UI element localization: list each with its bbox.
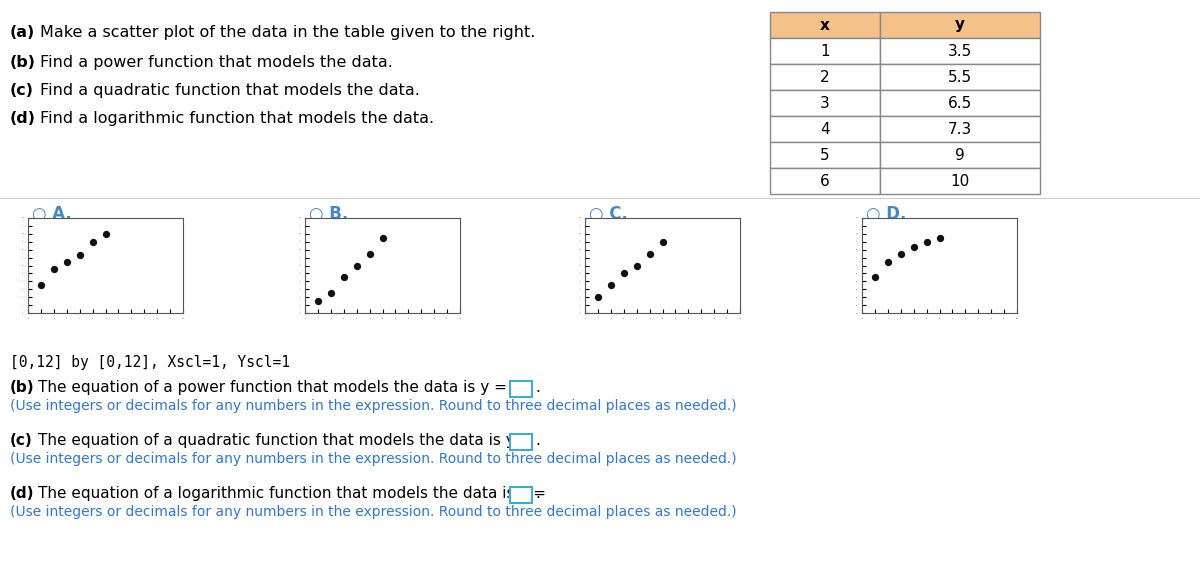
- Bar: [880, 116, 1040, 142]
- Text: The equation of a logarithmic function that models the data is y =: The equation of a logarithmic function t…: [38, 486, 546, 501]
- Text: Find a quadratic function that models the data.: Find a quadratic function that models th…: [40, 83, 420, 98]
- Bar: [770, 38, 880, 64]
- Point: [58, 257, 77, 266]
- Point: [653, 237, 672, 247]
- Point: [31, 281, 50, 290]
- Point: [865, 273, 884, 282]
- Text: ○ B.: ○ B.: [310, 205, 348, 223]
- Text: The equation of a power function that models the data is y =: The equation of a power function that mo…: [38, 380, 506, 395]
- Text: 9: 9: [955, 148, 965, 162]
- Text: 5: 5: [820, 148, 830, 162]
- Point: [892, 249, 911, 258]
- Text: .: .: [535, 380, 540, 395]
- Text: (Use integers or decimals for any numbers in the expression. Round to three deci: (Use integers or decimals for any number…: [10, 505, 737, 519]
- Point: [308, 296, 328, 305]
- Bar: [880, 142, 1040, 168]
- Point: [917, 237, 936, 247]
- Bar: [770, 168, 880, 194]
- Text: (a): (a): [10, 25, 35, 40]
- Bar: [510, 381, 532, 397]
- Point: [588, 293, 607, 302]
- Point: [904, 243, 923, 252]
- Text: 1: 1: [820, 43, 830, 58]
- Bar: [880, 168, 1040, 194]
- Bar: [880, 64, 1040, 90]
- Text: Find a power function that models the data.: Find a power function that models the da…: [40, 55, 392, 70]
- Point: [96, 229, 115, 239]
- Text: y: y: [955, 18, 965, 33]
- Point: [614, 269, 634, 278]
- Text: The equation of a quadratic function that models the data is y =: The equation of a quadratic function tha…: [38, 433, 533, 448]
- Text: 3.5: 3.5: [948, 43, 972, 58]
- Point: [878, 257, 898, 266]
- Text: (b): (b): [10, 380, 35, 395]
- Text: 5.5: 5.5: [948, 70, 972, 85]
- Text: [0,12] by [0,12], Xscl=1, Yscl=1: [0,12] by [0,12], Xscl=1, Yscl=1: [10, 355, 290, 370]
- Text: 6: 6: [820, 173, 830, 189]
- Bar: [880, 90, 1040, 116]
- Text: (d): (d): [10, 111, 36, 126]
- Bar: [510, 434, 532, 450]
- Point: [347, 261, 366, 270]
- Point: [640, 249, 659, 258]
- Point: [601, 281, 620, 290]
- Text: 6.5: 6.5: [948, 96, 972, 110]
- Point: [322, 289, 341, 298]
- Text: .: .: [535, 433, 540, 448]
- Bar: [770, 142, 880, 168]
- Point: [930, 233, 949, 243]
- Text: (Use integers or decimals for any numbers in the expression. Round to three deci: (Use integers or decimals for any number…: [10, 452, 737, 466]
- Bar: [770, 12, 880, 38]
- Bar: [510, 487, 532, 503]
- Point: [334, 273, 353, 282]
- Text: 10: 10: [950, 173, 970, 189]
- Point: [628, 261, 647, 270]
- Bar: [770, 116, 880, 142]
- Text: 4: 4: [820, 121, 830, 137]
- Text: (d): (d): [10, 486, 35, 501]
- Point: [44, 265, 64, 274]
- Point: [373, 233, 392, 243]
- Point: [360, 249, 379, 258]
- Text: x: x: [820, 18, 830, 33]
- Text: Find a logarithmic function that models the data.: Find a logarithmic function that models …: [40, 111, 434, 126]
- Text: Make a scatter plot of the data in the table given to the right.: Make a scatter plot of the data in the t…: [40, 25, 535, 40]
- Bar: [770, 90, 880, 116]
- Point: [83, 237, 102, 247]
- Text: (c): (c): [10, 83, 34, 98]
- Text: ○ D.: ○ D.: [866, 205, 906, 223]
- Text: ○ C.: ○ C.: [589, 205, 628, 223]
- Text: .: .: [535, 486, 540, 501]
- Text: 7.3: 7.3: [948, 121, 972, 137]
- Text: (Use integers or decimals for any numbers in the expression. Round to three deci: (Use integers or decimals for any number…: [10, 399, 737, 413]
- Bar: [770, 64, 880, 90]
- Text: ○ A.: ○ A.: [32, 205, 72, 223]
- Bar: [880, 12, 1040, 38]
- Bar: [880, 38, 1040, 64]
- Text: 2: 2: [820, 70, 830, 85]
- Text: (c): (c): [10, 433, 32, 448]
- Point: [70, 251, 89, 260]
- Text: 3: 3: [820, 96, 830, 110]
- Text: (b): (b): [10, 55, 36, 70]
